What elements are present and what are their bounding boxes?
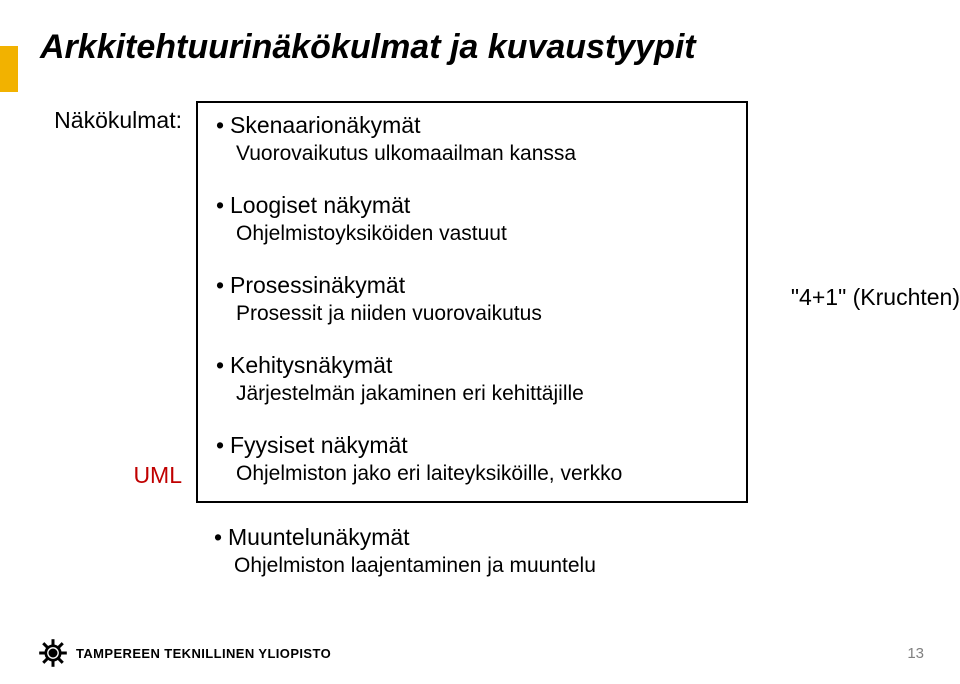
list-item: •Prosessinäkymät Prosessit ja niiden vuo… (216, 271, 728, 327)
item-sub: Ohjelmistoyksiköiden vastuut (236, 220, 728, 247)
page-title: Arkkitehtuurinäkökulmat ja kuvaustyypit (40, 28, 960, 67)
label-nakokulmat: Näkökulmat: (0, 107, 196, 134)
item-sub: Vuorovaikutus ulkomaailman kanssa (236, 140, 728, 167)
list-item: •Fyysiset näkymät Ohjelmiston jako eri l… (216, 431, 728, 487)
item-sub: Ohjelmiston laajentaminen ja muuntelu (234, 552, 960, 579)
university-logo: TAMPEREEN TEKNILLINEN YLIOPISTO (38, 638, 331, 668)
views-list: •Skenaarionäkymät Vuorovaikutus ulkomaai… (216, 111, 728, 487)
list-item: •Skenaarionäkymät Vuorovaikutus ulkomaai… (216, 111, 728, 167)
item-head: •Prosessinäkymät (216, 271, 728, 300)
item-head-text: Loogiset näkymät (230, 192, 410, 218)
item-head: •Fyysiset näkymät (216, 431, 728, 460)
views-box: •Skenaarionäkymät Vuorovaikutus ulkomaai… (196, 101, 748, 503)
label-kruchten: "4+1" (Kruchten) (791, 284, 960, 311)
footer: TAMPEREEN TEKNILLINEN YLIOPISTO 13 (0, 630, 960, 670)
slide: Arkkitehtuurinäkökulmat ja kuvaustyypit … (0, 0, 960, 684)
item-sub: Järjestelmän jakaminen eri kehittäjille (236, 380, 728, 407)
list-item: •Kehitysnäkymät Järjestelmän jakaminen e… (216, 351, 728, 407)
label-uml: UML (0, 462, 196, 489)
page-number: 13 (907, 645, 924, 662)
item-sub: Prosessit ja niiden vuorovaikutus (236, 300, 728, 327)
item-head-text: Fyysiset näkymät (230, 432, 408, 458)
item-head-text: Skenaarionäkymät (230, 112, 421, 138)
university-name: TAMPEREEN TEKNILLINEN YLIOPISTO (76, 646, 331, 661)
item-head: •Muuntelunäkymät (214, 523, 960, 552)
item-head-text: Muuntelunäkymät (228, 524, 410, 550)
item-head: •Skenaarionäkymät (216, 111, 728, 140)
gear-icon (38, 638, 68, 668)
item-head-text: Prosessinäkymät (230, 272, 405, 298)
item-head: •Kehitysnäkymät (216, 351, 728, 380)
item-head-text: Kehitysnäkymät (230, 352, 392, 378)
uml-row: UML (0, 462, 196, 489)
after-box-item: •Muuntelunäkymät Ohjelmiston laajentamin… (196, 523, 960, 579)
item-sub: Ohjelmiston jako eri laiteyksiköille, ve… (236, 460, 728, 487)
accent-bar (0, 46, 18, 92)
list-item: •Loogiset näkymät Ohjelmistoyksiköiden v… (216, 191, 728, 247)
item-head: •Loogiset näkymät (216, 191, 728, 220)
